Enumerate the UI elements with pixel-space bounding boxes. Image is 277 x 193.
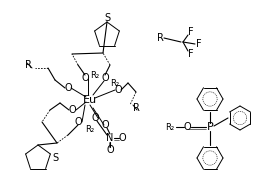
Text: S: S [52, 153, 58, 163]
Text: O: O [183, 122, 191, 132]
Text: O: O [101, 73, 109, 83]
Text: F: F [196, 39, 202, 49]
Text: R₂: R₂ [165, 123, 175, 131]
Text: O: O [114, 85, 122, 95]
Text: R₂: R₂ [90, 71, 99, 80]
Text: O: O [91, 113, 99, 123]
Text: F: F [188, 49, 194, 59]
Text: R: R [157, 33, 163, 43]
Text: O: O [64, 83, 72, 93]
Text: R: R [25, 60, 31, 70]
Text: O: O [106, 145, 114, 155]
Text: S: S [104, 13, 110, 23]
Text: R₂: R₂ [85, 124, 94, 134]
Text: O: O [101, 120, 109, 130]
Text: Eu: Eu [83, 95, 97, 105]
Text: F: F [188, 27, 194, 37]
Text: R₂: R₂ [111, 79, 120, 87]
Text: O: O [74, 117, 82, 127]
Text: P: P [207, 122, 213, 132]
Text: R: R [133, 103, 139, 113]
Text: O: O [118, 133, 126, 143]
Text: O: O [68, 105, 76, 115]
Text: O: O [81, 73, 89, 83]
Text: N: N [106, 133, 114, 143]
